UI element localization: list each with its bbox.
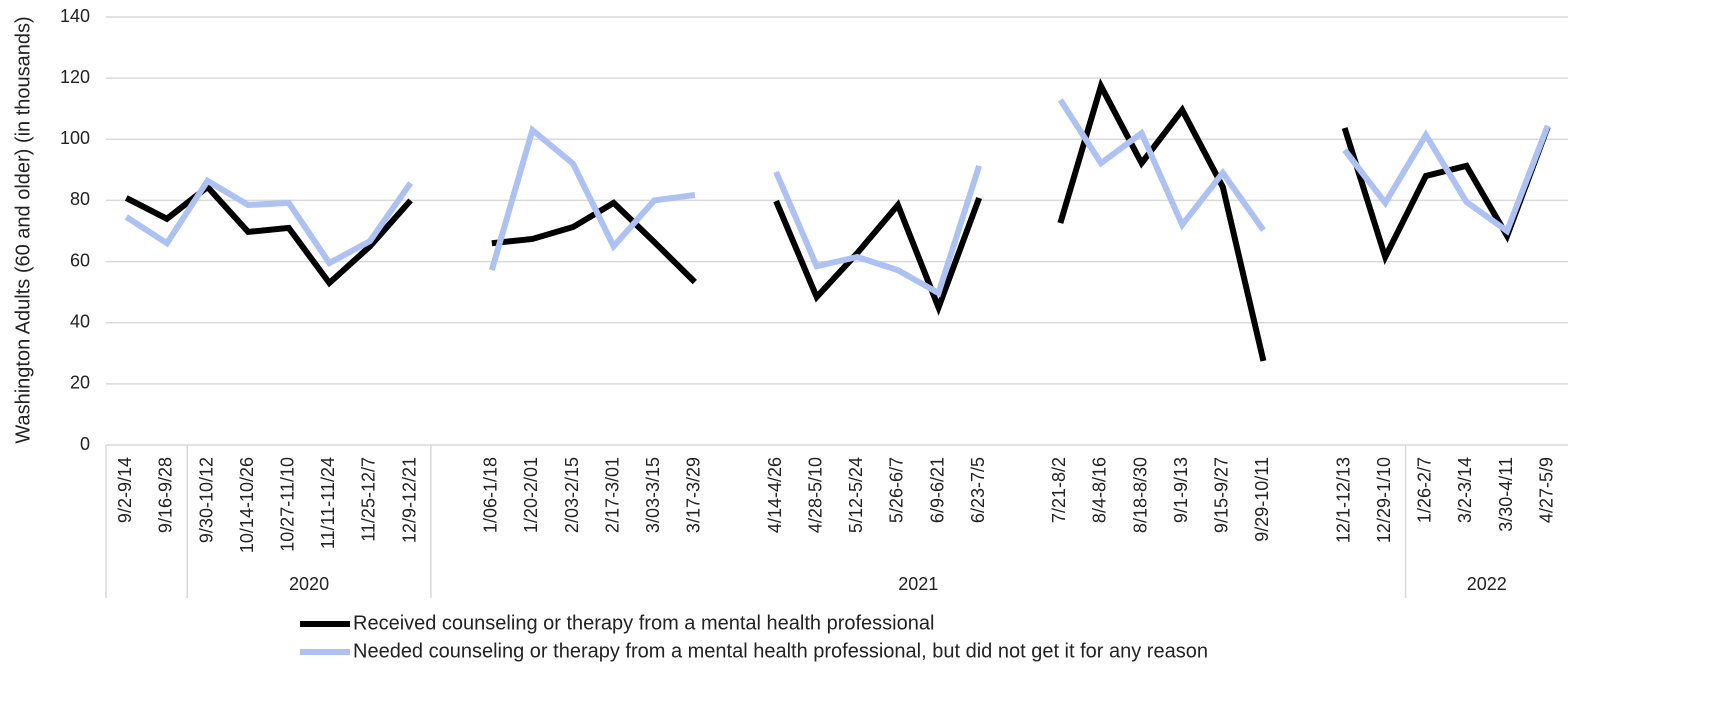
x-tick-label: 9/16-9/28 xyxy=(156,457,176,533)
x-tick-label: 5/26-6/7 xyxy=(887,457,907,523)
x-tick-label: 9/2-9/14 xyxy=(115,457,135,523)
x-tick-label: 9/30-10/12 xyxy=(196,457,216,543)
y-tick-label: 0 xyxy=(80,434,90,454)
x-tick-label: 12/29-1/10 xyxy=(1374,457,1394,543)
y-tick-label: 40 xyxy=(70,311,90,331)
x-tick-label: 7/21-8/2 xyxy=(1049,457,1069,523)
x-tick-label: 1/20-2/01 xyxy=(521,457,541,533)
x-tick-label: 2/17-3/01 xyxy=(602,457,622,533)
legend-label: Received counseling or therapy from a me… xyxy=(353,612,934,634)
x-tick-label: 1/26-2/7 xyxy=(1415,457,1435,523)
x-tick-label: 11/25-12/7 xyxy=(359,457,379,542)
y-tick-label: 140 xyxy=(60,6,90,26)
y-tick-label: 20 xyxy=(70,373,90,393)
x-tick-label: 4/28-5/10 xyxy=(805,457,825,533)
x-tick-label: 12/1-12/13 xyxy=(1333,457,1353,543)
x-tick-label: 8/18-8/30 xyxy=(1130,457,1150,533)
x-tick-label: 9/15-9/27 xyxy=(1212,457,1232,533)
y-axis-title: Washington Adults (60 and older) (in tho… xyxy=(12,16,34,443)
x-tick-label: 4/27-5/9 xyxy=(1536,457,1556,523)
group-label: 2020 xyxy=(289,574,329,594)
x-tick-label: 10/27-11/10 xyxy=(278,457,298,552)
y-tick-label: 60 xyxy=(70,250,90,270)
x-tick-label: 5/12-5/24 xyxy=(846,457,866,533)
x-tick-label: 3/17-3/29 xyxy=(684,457,704,533)
x-tick-label: 9/1-9/13 xyxy=(1171,457,1191,523)
x-tick-label: 10/14-10/26 xyxy=(237,457,257,553)
x-tick-label: 3/30-4/11 xyxy=(1496,457,1516,532)
x-tick-label: 2/03-2/15 xyxy=(562,457,582,533)
x-tick-label: 11/11-11/24 xyxy=(318,457,338,549)
x-tick-label: 8/4-8/16 xyxy=(1090,457,1110,523)
group-label: 2022 xyxy=(1467,574,1507,594)
series-line xyxy=(124,98,1551,298)
x-tick-label: 1/06-1/18 xyxy=(481,457,501,533)
x-tick-label: 12/9-12/21 xyxy=(399,457,419,543)
group-label: 2021 xyxy=(898,574,938,594)
x-tick-label: 3/2-3/14 xyxy=(1455,457,1475,523)
x-tick-label: 9/29-10/11 xyxy=(1252,457,1272,542)
y-tick-label: 80 xyxy=(70,189,90,209)
x-tick-label: 6/23-7/5 xyxy=(968,457,988,523)
x-tick-label: 4/14-4/26 xyxy=(765,457,785,533)
y-tick-label: 100 xyxy=(60,128,90,148)
x-tick-label: 3/03-3/15 xyxy=(643,457,663,533)
y-tick-label: 120 xyxy=(60,67,90,87)
series-line xyxy=(124,78,1551,362)
legend-label: Needed counseling or therapy from a ment… xyxy=(353,640,1208,662)
x-tick-label: 6/9-6/21 xyxy=(927,457,947,523)
